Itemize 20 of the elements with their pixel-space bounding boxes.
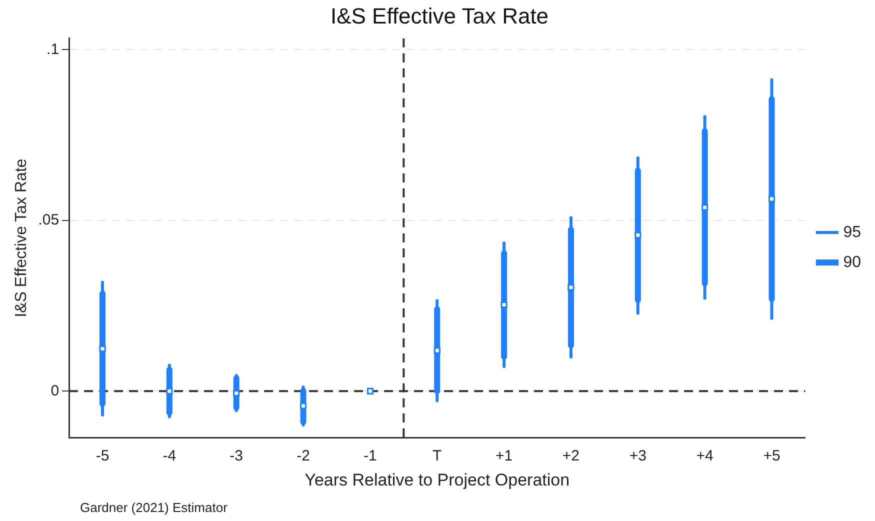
y-tick-label: 0 (50, 382, 60, 400)
y-axis-title: I&S Effective Tax Rate (13, 158, 30, 318)
x-tick-label: T (432, 448, 442, 465)
x-tick-label: +5 (763, 448, 780, 465)
x-tick-label: -3 (230, 448, 244, 465)
x-tick-label: +1 (495, 448, 513, 465)
chart-title: I&S Effective Tax Rate (330, 3, 549, 28)
text: Gardner (2021) Estimator (80, 500, 228, 516)
x-tick-label: +4 (696, 448, 714, 465)
x-tick-label: +3 (629, 448, 646, 465)
x-tick-label: +2 (562, 448, 580, 465)
x-tick-label: -1 (364, 448, 377, 465)
y-tick-label: .1 (46, 40, 60, 58)
x-tick-label: -4 (162, 448, 176, 465)
legend-label: 95 (843, 224, 862, 241)
legend-label: 90 (843, 254, 862, 271)
y-tick-label: .05 (38, 212, 60, 229)
x-tick-label: -5 (96, 448, 110, 465)
x-axis-title: Years Relative to Project Operation (304, 470, 570, 490)
x-tick-label: -2 (296, 448, 310, 465)
